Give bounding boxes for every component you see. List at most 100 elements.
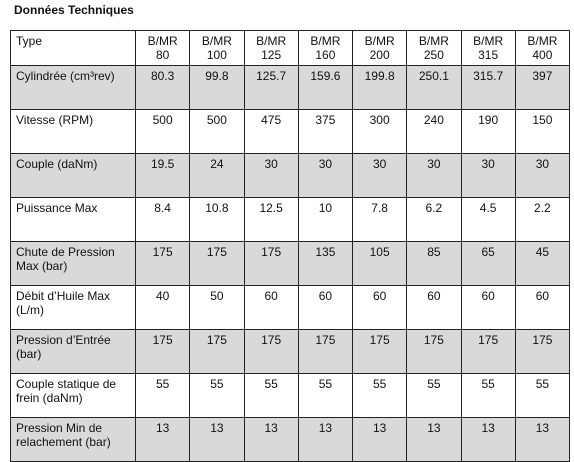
value-cell: 30: [406, 153, 462, 198]
value-cell: 13: [406, 417, 462, 462]
header-cell: B/MR 100: [189, 30, 245, 66]
value-cell: 175: [243, 329, 299, 374]
table-row: Pression Min de relachement (bar) 13 13 13 1…: [10, 417, 571, 462]
value-cell: 60: [297, 285, 354, 330]
header-cell: B/MR 80: [134, 30, 191, 66]
value-cell: 13: [297, 417, 354, 462]
value-cell: 2.2: [514, 197, 571, 242]
row-label: Pression Min de relachement (bar): [10, 417, 136, 462]
value-cell: 13: [189, 417, 245, 462]
value-cell: 10: [297, 197, 354, 242]
value-cell: 45: [514, 241, 571, 286]
table-row: Couple statique de frein (daNm) 55 55 55 55 5…: [10, 373, 571, 418]
value-cell: 199.8: [351, 65, 408, 110]
header-cell: B/MR 315: [460, 30, 516, 66]
table-row: Pression d’Entrée (bar) 175 175 175 175 175 17…: [10, 329, 571, 374]
value-cell: 30: [460, 153, 516, 198]
header-cell: B/MR 400: [514, 30, 571, 66]
value-cell: 19.5: [134, 153, 191, 198]
row-label: Couple statique de frein (daNm): [10, 373, 136, 418]
row-label: Débit d’Huile Max (L/m): [10, 285, 136, 330]
value-cell: 175: [351, 329, 408, 374]
value-cell: 397: [514, 65, 571, 110]
value-cell: 175: [297, 329, 354, 374]
value-cell: 4.5: [460, 197, 516, 242]
value-cell: 175: [134, 329, 191, 374]
value-cell: 50: [189, 285, 245, 330]
value-cell: 315.7: [460, 65, 516, 110]
value-cell: 8.4: [134, 197, 191, 242]
table-row: Vitesse (RPM) 500 500 475 375 300 240 190 150: [10, 109, 571, 154]
value-cell: 60: [351, 285, 408, 330]
value-cell: 150: [514, 109, 571, 154]
value-cell: 105: [351, 241, 408, 286]
value-cell: 30: [243, 153, 299, 198]
spec-table: Type B/MR 80 B/MR 100 B/MR 125 B/MR 160 B/MR …: [10, 30, 571, 462]
value-cell: 175: [406, 329, 462, 374]
row-label: Vitesse (RPM): [10, 109, 136, 154]
value-cell: 80.3: [134, 65, 191, 110]
page: Données Techniques Type B/MR 80 B/MR 100 B/…: [10, 3, 571, 462]
header-cell: B/MR 250: [406, 30, 462, 66]
value-cell: 175: [514, 329, 571, 374]
value-cell: 175: [460, 329, 516, 374]
row-label: Puissance Max: [10, 197, 136, 242]
table-row: Débit d’Huile Max (L/m) 40 50 60 60 60 60 60 60: [10, 285, 571, 330]
value-cell: 60: [243, 285, 299, 330]
value-cell: 10.8: [189, 197, 245, 242]
value-cell: 13: [514, 417, 571, 462]
value-cell: 12.5: [243, 197, 299, 242]
row-label: Chute de Pression Max (bar): [10, 241, 136, 286]
value-cell: 55: [351, 373, 408, 418]
value-cell: 60: [460, 285, 516, 330]
value-cell: 60: [514, 285, 571, 330]
value-cell: 55: [460, 373, 516, 418]
header-cell: B/MR 125: [243, 30, 299, 66]
row-label: Couple (daNm): [10, 153, 136, 198]
value-cell: 55: [243, 373, 299, 418]
table-row: Cylindrée (cm³rev) 80.3 99.8 125.7 159.6 199.…: [10, 65, 571, 110]
value-cell: 175: [243, 241, 299, 286]
value-cell: 240: [406, 109, 462, 154]
value-cell: 55: [189, 373, 245, 418]
value-cell: 24: [189, 153, 245, 198]
header-row: Type B/MR 80 B/MR 100 B/MR 125 B/MR 160 B/MR …: [10, 30, 571, 66]
value-cell: 135: [297, 241, 354, 286]
value-cell: 55: [514, 373, 571, 418]
section-title: Données Techniques: [14, 3, 134, 17]
header-cell: B/MR 200: [351, 30, 408, 66]
value-cell: 65: [460, 241, 516, 286]
value-cell: 475: [243, 109, 299, 154]
value-cell: 30: [351, 153, 408, 198]
value-cell: 175: [134, 241, 191, 286]
header-cell: Type: [10, 30, 136, 66]
value-cell: 190: [460, 109, 516, 154]
value-cell: 159.6: [297, 65, 354, 110]
value-cell: 175: [189, 241, 245, 286]
row-label: Cylindrée (cm³rev): [10, 65, 136, 110]
value-cell: 55: [134, 373, 191, 418]
value-cell: 300: [351, 109, 408, 154]
value-cell: 30: [514, 153, 571, 198]
value-cell: 175: [189, 329, 245, 374]
value-cell: 375: [297, 109, 354, 154]
row-label: Pression d’Entrée (bar): [10, 329, 136, 374]
value-cell: 40: [134, 285, 191, 330]
value-cell: 13: [351, 417, 408, 462]
header-cell: B/MR 160: [297, 30, 354, 66]
value-cell: 500: [134, 109, 191, 154]
value-cell: 13: [243, 417, 299, 462]
value-cell: 85: [406, 241, 462, 286]
value-cell: 55: [297, 373, 354, 418]
value-cell: 60: [406, 285, 462, 330]
table-row: Puissance Max 8.4 10.8 12.5 10 7.8 6.2 4.5 2.2: [10, 197, 571, 242]
table-row: Couple (daNm) 19.5 24 30 30 30 30 30 30: [10, 153, 571, 198]
value-cell: 13: [460, 417, 516, 462]
table-row: Chute de Pression Max (bar) 175 175 175 135 1…: [10, 241, 571, 286]
value-cell: 6.2: [406, 197, 462, 242]
value-cell: 13: [134, 417, 191, 462]
value-cell: 30: [297, 153, 354, 198]
value-cell: 125.7: [243, 65, 299, 110]
value-cell: 7.8: [351, 197, 408, 242]
value-cell: 99.8: [189, 65, 245, 110]
